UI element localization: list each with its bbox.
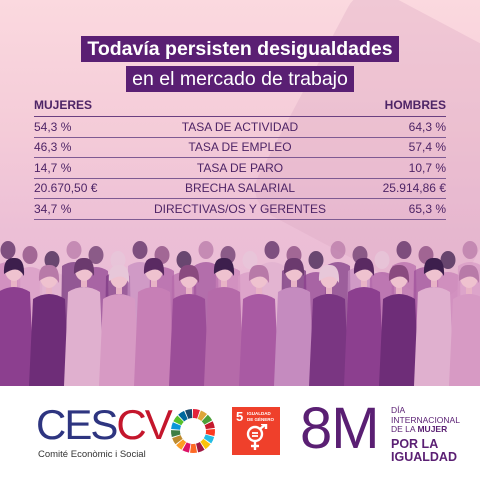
sdg-wheel-icon — [171, 409, 216, 454]
header-men: HOMBRES — [384, 98, 446, 112]
table-row: 14,7 % TASA DE PARO 10,7 % — [34, 158, 446, 179]
table-row: 46,3 % TASA DE EMPLEO 57,4 % — [34, 138, 446, 158]
row-label: DIRECTIVAS/OS Y GERENTES — [153, 201, 327, 216]
ods5-badge: 5 IGUALDAD DE GÉNERO — [232, 407, 280, 455]
ods5-label: IGUALDAD DE GÉNERO — [247, 411, 275, 422]
table-row: 20.670,50 € BRECHA SALARIAL 25.914,86 € — [34, 179, 446, 199]
ods5-number: 5 — [236, 409, 244, 424]
row-label: TASA DE PARO — [196, 160, 284, 175]
cescv-logo: CESCV Comité Econòmic i Social — [36, 401, 173, 461]
title: Todavía persisten desigualdades en el me… — [0, 36, 480, 92]
crowd-of-women-illustration — [0, 241, 480, 386]
men-value: 57,4 % — [408, 140, 446, 155]
8m-tagline: DÍA INTERNACIONAL DE LA MUJER POR LA IGU… — [391, 405, 460, 464]
women-value: 46,3 % — [34, 140, 72, 155]
logo-bar: CESCV Comité Econòmic i Social 5 IGUALDA… — [0, 386, 480, 480]
title-line-2: en el mercado de trabajo — [126, 66, 354, 92]
table-header: MUJERES HOMBRES — [34, 98, 446, 117]
table-row: 54,3 % TASA DE ACTIVIDAD 64,3 % — [34, 117, 446, 138]
cescv-subtitle: Comité Econòmic i Social — [38, 449, 146, 460]
hero-area: Todavía persisten desigualdades en el me… — [0, 0, 480, 386]
women-value: 14,7 % — [34, 160, 72, 175]
header-women: MUJERES — [34, 98, 93, 112]
row-label: BRECHA SALARIAL — [184, 181, 296, 196]
row-label: TASA DE ACTIVIDAD — [181, 119, 299, 134]
men-value: 10,7 % — [408, 160, 446, 175]
title-line-1: Todavía persisten desigualdades — [81, 36, 399, 62]
women-value: 20.670,50 € — [34, 181, 98, 196]
labor-table: MUJERES HOMBRES 54,3 % TASA DE ACTIVIDAD… — [34, 98, 446, 220]
gender-equality-icon — [246, 424, 268, 450]
women-value: 54,3 % — [34, 119, 72, 134]
men-value: 65,3 % — [408, 201, 446, 216]
cescv-wordmark: CESCV — [36, 401, 173, 448]
men-value: 25.914,86 € — [382, 181, 446, 196]
row-label: TASA DE EMPLEO — [188, 140, 292, 155]
table-row: 34,7 % DIRECTIVAS/OS Y GERENTES 65,3 % — [34, 199, 446, 220]
men-value: 64,3 % — [408, 119, 446, 134]
women-value: 34,7 % — [34, 201, 72, 216]
8m-logo: 8M — [300, 396, 380, 461]
